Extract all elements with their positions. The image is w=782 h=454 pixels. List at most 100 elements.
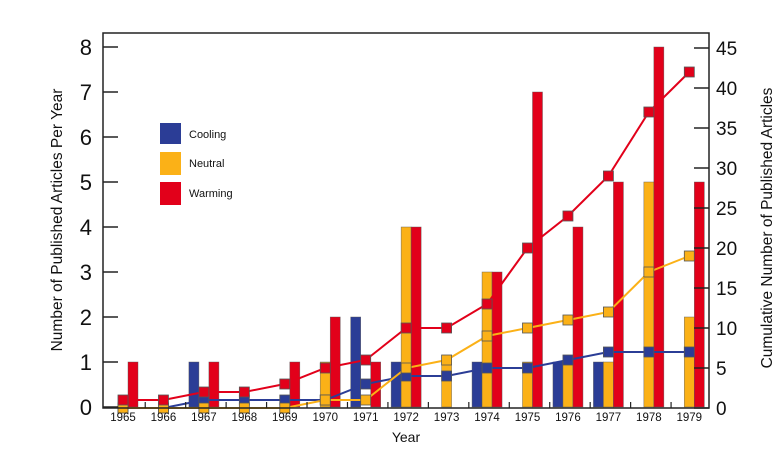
marker-warming-cumulative-1977 — [603, 170, 614, 182]
y2-tick-label-35: 35 — [716, 119, 737, 140]
legend-swatch-cooling — [160, 123, 181, 144]
bar-warming-1972 — [410, 226, 422, 408]
y-tick-label-3: 3 — [80, 260, 92, 285]
marker-cooling-cumulative-1979 — [683, 346, 695, 358]
bar-warming-1974 — [491, 271, 503, 408]
legend-label-cooling: Cooling — [189, 129, 226, 141]
marker-warming-cumulative-1979 — [683, 66, 695, 78]
marker-warming-cumulative-1978 — [643, 106, 655, 118]
x-tick-label-1969: 1969 — [272, 412, 298, 424]
y-axis-title: Number of Published Articles Per Year — [49, 89, 66, 352]
marker-cooling-cumulative-1975 — [522, 362, 533, 374]
marker-warming-cumulative-1965 — [117, 394, 129, 406]
y-tick-label-7: 7 — [80, 80, 92, 105]
y-tick-label-5: 5 — [80, 170, 92, 195]
x-tick-label-1966: 1966 — [151, 412, 177, 424]
bar-neutral-1976 — [562, 361, 574, 408]
x-tick-label-1970: 1970 — [312, 412, 338, 424]
marker-warming-cumulative-1972 — [400, 322, 412, 334]
legend-swatch-warming — [160, 182, 181, 205]
bar-cooling-1972 — [390, 361, 402, 408]
bar-warming-1975 — [532, 91, 543, 408]
marker-warming-cumulative-1975 — [522, 242, 533, 254]
bar-warming-1977 — [613, 181, 624, 408]
marker-warming-cumulative-1974 — [481, 298, 493, 310]
x-tick-label-1977: 1977 — [596, 412, 622, 424]
marker-neutral-cumulative-1974 — [481, 330, 493, 342]
marker-warming-cumulative-1976 — [562, 210, 574, 222]
marker-cooling-cumulative-1974 — [481, 362, 493, 374]
markers-layer — [117, 66, 695, 414]
y2-tick-label-15: 15 — [716, 279, 737, 300]
marker-warming-cumulative-1966 — [158, 394, 169, 406]
y2-tick-label-40: 40 — [716, 79, 737, 100]
legend: Cooling Neutral Warming — [160, 123, 233, 205]
bar-warming-1970 — [329, 316, 341, 408]
bar-warming-1978 — [653, 46, 665, 408]
bar-neutral-1979 — [683, 316, 695, 408]
y-tick-label-1: 1 — [80, 350, 92, 375]
y-tick-label-4: 4 — [80, 215, 92, 240]
marker-cooling-cumulative-1978 — [643, 346, 655, 358]
bar-neutral-1978 — [643, 181, 655, 408]
marker-neutral-cumulative-1971 — [360, 394, 372, 406]
bar-warming-1971 — [370, 361, 382, 408]
legend-swatch-neutral — [160, 152, 181, 175]
y2-tick-label-10: 10 — [716, 319, 737, 340]
x-tick-label-1965: 1965 — [110, 412, 136, 424]
y-tick-label-8: 8 — [80, 35, 92, 60]
bar-neutral-1973 — [441, 361, 452, 408]
marker-neutral-cumulative-1979 — [683, 250, 695, 262]
x-tick-label-1975: 1975 — [515, 412, 541, 424]
marker-neutral-cumulative-1973 — [441, 354, 453, 366]
x-tick-label-1973: 1973 — [434, 412, 460, 424]
marker-warming-cumulative-1968 — [238, 386, 250, 398]
y2-axis-title: Cumulative Number of Published Articles — [759, 87, 776, 368]
bar-cooling-1967 — [188, 361, 200, 408]
bars-layer — [127, 46, 705, 408]
marker-cooling-cumulative-1977 — [603, 346, 614, 358]
axis-ticks — [103, 46, 709, 409]
y-tick-label-2: 2 — [80, 305, 92, 330]
marker-neutral-cumulative-1976 — [562, 314, 574, 326]
y-tick-label-6: 6 — [80, 125, 92, 150]
x-tick-label-1974: 1974 — [474, 412, 500, 424]
x-tick-label-1967: 1967 — [191, 412, 217, 424]
x-tick-label-1978: 1978 — [636, 412, 662, 424]
legend-label-warming: Warming — [189, 188, 233, 200]
bar-cooling-1976 — [552, 361, 564, 408]
y-tick-label-0: 0 — [80, 395, 92, 420]
y2-tick-label-5: 5 — [716, 359, 727, 380]
marker-warming-cumulative-1969 — [279, 378, 291, 390]
marker-cooling-cumulative-1971 — [360, 378, 372, 390]
marker-cooling-cumulative-1973 — [441, 370, 453, 382]
x-tick-label-1968: 1968 — [232, 412, 258, 424]
marker-warming-cumulative-1970 — [319, 362, 331, 374]
bar-neutral-1977 — [603, 361, 614, 408]
y2-tick-label-0: 0 — [716, 399, 727, 420]
plot-frame — [102, 32, 710, 409]
y2-tick-label-45: 45 — [716, 39, 737, 60]
marker-neutral-cumulative-1978 — [643, 266, 655, 278]
bar-cooling-1977 — [593, 361, 604, 408]
bar-warming-1979 — [693, 181, 705, 408]
marker-warming-cumulative-1971 — [360, 354, 372, 366]
x-tick-label-1979: 1979 — [677, 412, 703, 424]
marker-cooling-cumulative-1976 — [562, 354, 574, 366]
marker-neutral-cumulative-1970 — [319, 394, 331, 406]
marker-neutral-cumulative-1975 — [522, 322, 533, 334]
marker-neutral-cumulative-1972 — [400, 362, 412, 374]
x-tick-label-1972: 1972 — [393, 412, 419, 424]
marker-warming-cumulative-1967 — [198, 386, 210, 398]
legend-label-neutral: Neutral — [189, 158, 224, 170]
marker-neutral-cumulative-1977 — [603, 306, 614, 318]
x-tick-label-1971: 1971 — [353, 412, 379, 424]
marker-warming-cumulative-1973 — [441, 322, 453, 334]
x-axis-title: Year — [392, 429, 421, 445]
y2-tick-label-20: 20 — [716, 239, 737, 260]
y2-tick-label-30: 30 — [716, 159, 737, 180]
y2-tick-label-25: 25 — [716, 199, 737, 220]
x-tick-label-1976: 1976 — [555, 412, 581, 424]
